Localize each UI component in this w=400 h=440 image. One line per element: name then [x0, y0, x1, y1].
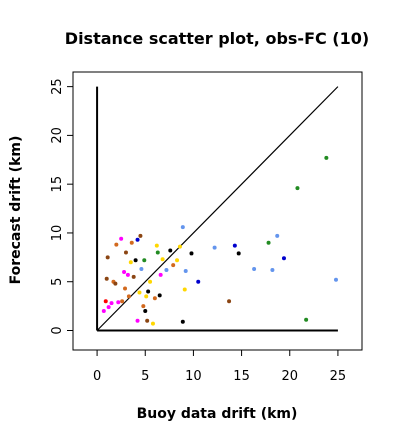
- scatter-point: [281, 256, 286, 261]
- y-tick-label: 0: [50, 326, 65, 334]
- reference-lines: [96, 86, 339, 332]
- data-points: [101, 155, 338, 326]
- scatter-point: [141, 304, 146, 309]
- scatter-point: [304, 317, 309, 322]
- scatter-point: [123, 286, 128, 291]
- scatter-point: [144, 294, 149, 299]
- scatter-point: [143, 308, 148, 313]
- scatter-point: [175, 258, 180, 263]
- scatter-point: [104, 276, 109, 281]
- scatter-point: [183, 268, 188, 273]
- scatter-point: [158, 272, 163, 277]
- scatter-point: [101, 308, 106, 313]
- y-tick-label: 20: [50, 127, 65, 144]
- y-tick-label: 10: [50, 225, 65, 242]
- scatter-point: [154, 243, 159, 248]
- scatter-point: [105, 255, 110, 260]
- scatter-point: [131, 274, 136, 279]
- scatter-point: [212, 245, 217, 250]
- scatter-point: [142, 258, 147, 263]
- scatter-point: [227, 299, 232, 304]
- scatter-point: [275, 233, 280, 238]
- scatter-point: [133, 258, 138, 263]
- scatter-point: [160, 257, 165, 262]
- scatter-point: [120, 299, 125, 304]
- scatter-point: [333, 277, 338, 282]
- scatter-point: [106, 305, 111, 310]
- scatter-point: [129, 240, 134, 245]
- scatter-point: [236, 251, 241, 256]
- scatter-point: [139, 267, 144, 272]
- y-tick-label: 15: [50, 176, 65, 193]
- scatter-point: [123, 250, 128, 255]
- scatter-point: [103, 299, 108, 304]
- x-tick-label: 10: [185, 369, 202, 384]
- scatter-point: [177, 244, 182, 249]
- scatter-point: [150, 321, 155, 326]
- scatter-point: [168, 248, 173, 253]
- scatter-point: [125, 272, 130, 277]
- y-tick-label: 25: [50, 78, 65, 95]
- y-tick-label: 5: [50, 278, 65, 286]
- scatter-point: [155, 250, 160, 255]
- x-tick-label: 5: [141, 369, 149, 384]
- scatter-point: [171, 263, 176, 268]
- scatter-point: [146, 289, 151, 294]
- scatter-point: [295, 186, 300, 191]
- scatter-point: [196, 279, 201, 284]
- scatter-point: [137, 290, 142, 295]
- scatter-point: [324, 155, 329, 160]
- scatter-point: [135, 318, 140, 323]
- scatter-point: [122, 269, 127, 274]
- scatter-point: [128, 260, 133, 265]
- scatter-point: [152, 296, 157, 301]
- scatter-point: [266, 240, 271, 245]
- scatter-point: [148, 279, 153, 284]
- x-tick-label: 0: [93, 369, 101, 384]
- scatter-point: [126, 294, 131, 299]
- chart-title: Distance scatter plot, obs-FC (10): [65, 29, 369, 48]
- plot-frame: [72, 71, 363, 351]
- scatter-point: [119, 236, 124, 241]
- x-tick-label: 15: [233, 369, 250, 384]
- x-axis-ticks: 0 5 10 15 20 25: [93, 350, 346, 384]
- scatter-point: [189, 251, 194, 256]
- scatter-point: [164, 268, 169, 273]
- scatter-point: [116, 300, 121, 305]
- scatter-point: [157, 293, 162, 298]
- scatter-point: [135, 237, 140, 242]
- x-axis-label: Buoy data drift (km): [137, 406, 298, 422]
- scatter-point: [232, 243, 237, 248]
- x-tick-label: 20: [281, 369, 298, 384]
- diagonal-reference-line: [96, 86, 339, 331]
- scatter-point: [180, 225, 185, 230]
- scatter-point: [270, 268, 275, 273]
- scatter-point: [109, 301, 114, 306]
- scatter-point: [138, 233, 143, 238]
- scatter-point: [180, 319, 185, 324]
- x-tick-label: 25: [330, 369, 347, 384]
- scatter-point: [145, 318, 150, 323]
- scatter-point: [252, 267, 257, 272]
- scatter-point: [113, 281, 118, 286]
- y-axis-ticks: 0 5 10 15 20 25: [50, 78, 73, 335]
- scatter-point: [114, 242, 119, 247]
- y-axis-label: Forecast drift (km): [8, 136, 24, 285]
- scatter-point: [182, 287, 187, 292]
